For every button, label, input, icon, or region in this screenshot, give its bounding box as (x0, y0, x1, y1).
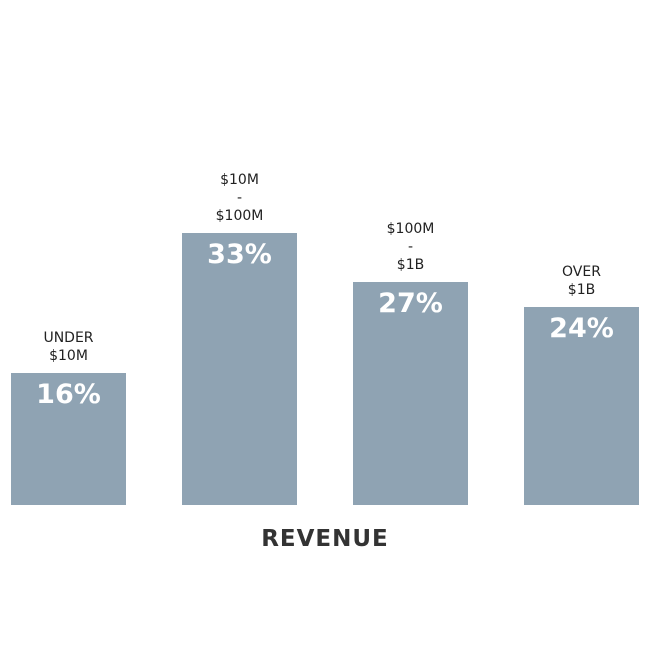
bar (11, 373, 126, 505)
category-label: $100M - $1B (386, 221, 435, 274)
value-label: 33% (207, 238, 272, 270)
category-label: OVER $1B (562, 264, 601, 298)
category-label: $10M - $100M (215, 171, 264, 224)
category-label: UNDER $10M (43, 330, 94, 364)
x-axis-title: REVENUE (261, 526, 389, 552)
bar (524, 307, 639, 505)
bar (182, 232, 297, 505)
bar (353, 282, 468, 505)
value-label: 27% (378, 288, 443, 320)
value-label: 24% (549, 313, 614, 344)
value-label: 16% (36, 379, 101, 410)
